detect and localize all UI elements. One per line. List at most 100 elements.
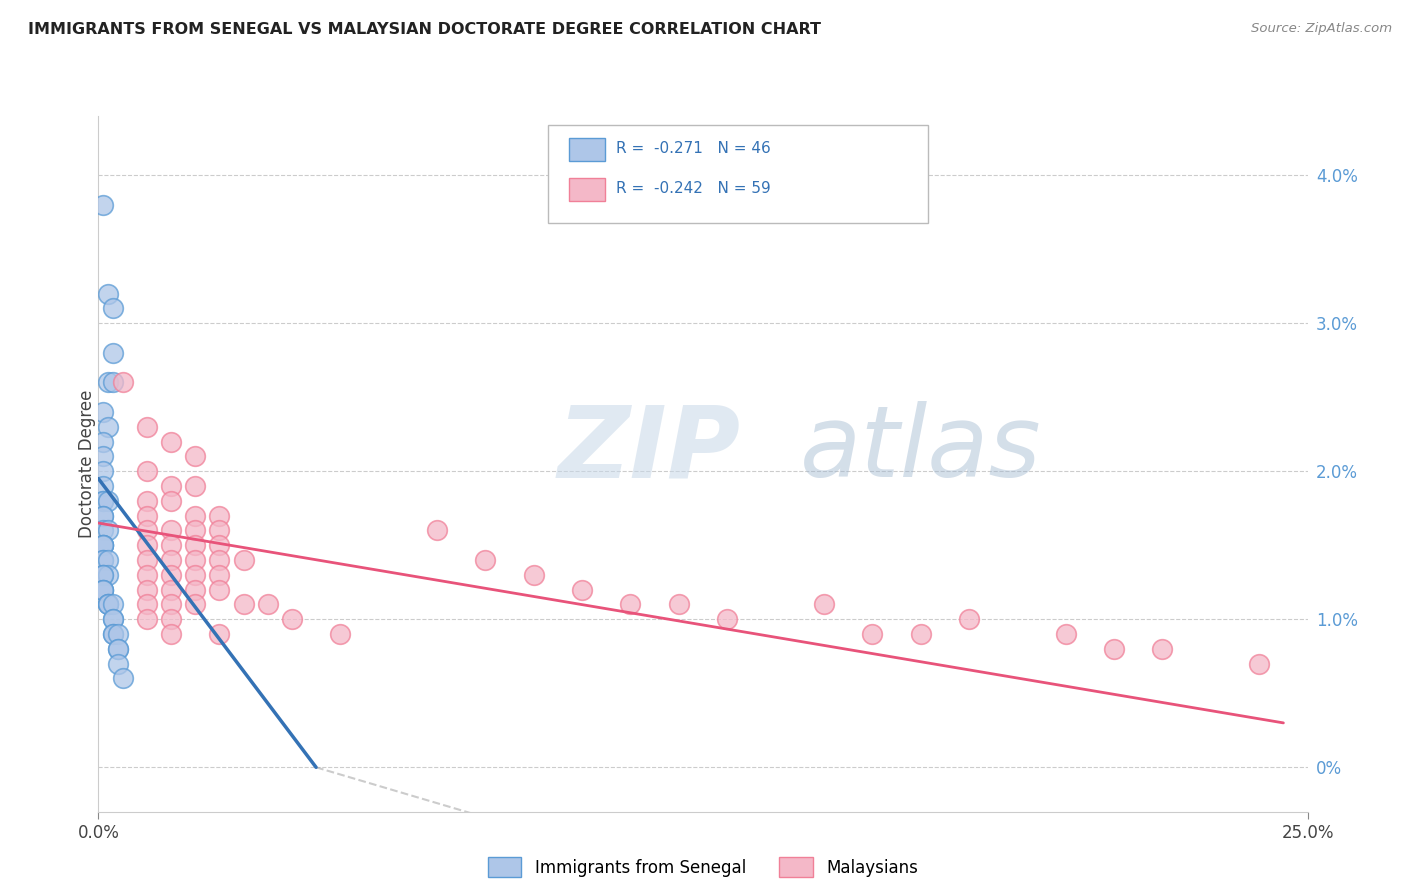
Point: [91, 538, 114, 552]
Point: [208, 627, 231, 641]
Point: [97, 598, 120, 612]
Point: [91, 582, 114, 597]
Point: [101, 627, 124, 641]
Point: [91, 524, 114, 538]
Point: [91, 198, 114, 212]
Text: R =  -0.271   N = 46: R = -0.271 N = 46: [616, 142, 770, 156]
Point: [523, 567, 546, 582]
Point: [208, 538, 231, 552]
Point: [160, 567, 183, 582]
Point: [135, 538, 157, 552]
Point: [97, 420, 120, 434]
Point: [97, 598, 120, 612]
Point: [184, 598, 207, 612]
Point: [107, 641, 129, 656]
Point: [1054, 627, 1077, 641]
Point: [91, 582, 114, 597]
Point: [111, 672, 134, 686]
Point: [97, 524, 120, 538]
Point: [135, 464, 157, 478]
Point: [91, 538, 114, 552]
Point: [97, 376, 120, 390]
Point: [910, 627, 932, 641]
Point: [208, 508, 231, 523]
Point: [160, 479, 183, 493]
Text: R =  -0.242   N = 59: R = -0.242 N = 59: [616, 181, 770, 195]
Point: [91, 464, 114, 478]
Point: [97, 598, 120, 612]
Point: [135, 493, 157, 508]
Point: [91, 434, 114, 449]
Point: [160, 627, 183, 641]
Point: [668, 598, 690, 612]
Point: [135, 553, 157, 567]
Text: IMMIGRANTS FROM SENEGAL VS MALAYSIAN DOCTORATE DEGREE CORRELATION CHART: IMMIGRANTS FROM SENEGAL VS MALAYSIAN DOC…: [28, 22, 821, 37]
Point: [1102, 641, 1125, 656]
Point: [208, 567, 231, 582]
Point: [111, 376, 134, 390]
Point: [208, 553, 231, 567]
Point: [184, 567, 207, 582]
Point: [1152, 641, 1174, 656]
Point: [160, 524, 183, 538]
Point: [160, 553, 183, 567]
Text: Source: ZipAtlas.com: Source: ZipAtlas.com: [1251, 22, 1392, 36]
Text: atlas: atlas: [800, 401, 1042, 499]
Point: [135, 420, 157, 434]
Point: [91, 538, 114, 552]
Point: [91, 567, 114, 582]
Point: [91, 508, 114, 523]
Point: [135, 612, 157, 626]
Point: [256, 598, 278, 612]
Point: [91, 582, 114, 597]
Point: [135, 598, 157, 612]
Point: [135, 508, 157, 523]
Point: [232, 553, 254, 567]
Point: [101, 346, 124, 360]
Point: [97, 553, 120, 567]
Point: [91, 493, 114, 508]
Point: [160, 493, 183, 508]
Point: [329, 627, 352, 641]
Point: [208, 582, 231, 597]
Point: [101, 598, 124, 612]
Point: [91, 450, 114, 464]
Point: [160, 612, 183, 626]
Y-axis label: Doctorate Degree: Doctorate Degree: [79, 390, 96, 538]
Point: [91, 553, 114, 567]
Point: [184, 538, 207, 552]
Point: [91, 567, 114, 582]
Point: [91, 567, 114, 582]
Point: [135, 582, 157, 597]
Point: [91, 508, 114, 523]
Point: [135, 567, 157, 582]
Point: [571, 582, 593, 597]
Point: [101, 627, 124, 641]
Point: [97, 286, 120, 301]
Point: [184, 553, 207, 567]
Point: [91, 479, 114, 493]
Point: [184, 582, 207, 597]
Point: [107, 627, 129, 641]
Point: [957, 612, 980, 626]
Point: [184, 524, 207, 538]
Point: [160, 538, 183, 552]
Point: [184, 508, 207, 523]
Point: [160, 582, 183, 597]
Point: [232, 598, 254, 612]
Point: [101, 612, 124, 626]
Point: [107, 641, 129, 656]
Point: [184, 450, 207, 464]
Point: [160, 434, 183, 449]
Point: [91, 405, 114, 419]
Point: [97, 567, 120, 582]
Point: [860, 627, 883, 641]
Point: [716, 612, 738, 626]
Point: [281, 612, 304, 626]
Point: [184, 479, 207, 493]
Point: [101, 612, 124, 626]
Point: [1249, 657, 1271, 671]
Point: [474, 553, 496, 567]
Point: [208, 524, 231, 538]
Point: [426, 524, 449, 538]
